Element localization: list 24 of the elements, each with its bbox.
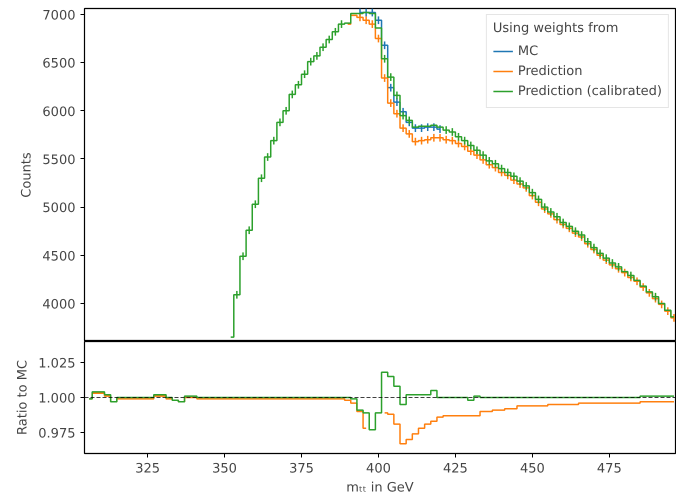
- legend-label: Prediction: [518, 64, 582, 78]
- y-tick-label: 5000: [42, 201, 76, 216]
- y-tick-label: 4500: [42, 249, 76, 264]
- legend-label: MC: [518, 44, 538, 58]
- legend-title: Using weights from: [492, 21, 620, 36]
- x-tick-label: 375: [289, 462, 314, 476]
- x-tick-label: 450: [520, 462, 545, 476]
- y-tick-label: 7000: [42, 8, 76, 24]
- x-axis-title: mₜₜ in GeV: [346, 480, 414, 496]
- y-tick-label: 4000: [42, 297, 76, 312]
- x-tick-label: 400: [366, 462, 391, 476]
- x-tick-label: 475: [596, 462, 622, 476]
- x-tick-label: 350: [212, 462, 237, 476]
- y-tick-label: 0.975: [38, 426, 76, 442]
- x-tick-label: 325: [135, 462, 160, 476]
- y-tick-label: 1.000: [38, 392, 76, 406]
- y-tick-label: 5500: [42, 152, 76, 168]
- y-tick-label: 6000: [42, 104, 76, 120]
- y-axis-title: Ratio to MC: [15, 360, 30, 435]
- x-tick-label: 425: [443, 462, 468, 476]
- y-axis-title: Counts: [19, 152, 34, 198]
- y-tick-label: 6500: [42, 56, 76, 72]
- legend-label: Prediction (calibrated): [518, 84, 662, 98]
- y-tick-label: 1.025: [38, 356, 76, 372]
